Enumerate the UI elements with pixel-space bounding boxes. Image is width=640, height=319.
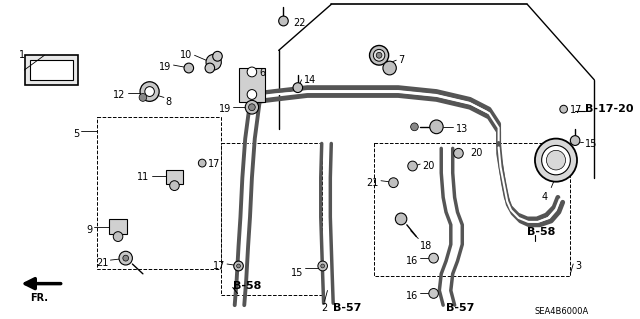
Text: 21: 21 — [367, 178, 379, 188]
Text: 4: 4 — [541, 192, 548, 203]
Circle shape — [198, 159, 206, 167]
Text: 13: 13 — [456, 124, 468, 134]
Bar — [374, 144, 570, 276]
Circle shape — [396, 213, 407, 225]
Text: 12: 12 — [113, 90, 125, 100]
Text: 7: 7 — [398, 55, 404, 65]
Text: 3: 3 — [575, 261, 581, 271]
Text: 15: 15 — [291, 268, 303, 278]
Text: 22: 22 — [293, 18, 305, 28]
Circle shape — [411, 123, 419, 131]
Circle shape — [376, 52, 382, 58]
Text: 10: 10 — [180, 50, 193, 60]
Circle shape — [278, 16, 288, 26]
Circle shape — [388, 178, 398, 188]
Text: 15: 15 — [585, 138, 597, 149]
Circle shape — [205, 63, 214, 73]
Circle shape — [408, 161, 417, 171]
Text: SEA4B6000A: SEA4B6000A — [535, 307, 589, 316]
Circle shape — [234, 261, 243, 271]
Circle shape — [245, 100, 259, 114]
Text: FR.: FR. — [30, 293, 48, 303]
Circle shape — [373, 49, 385, 61]
Text: 20: 20 — [422, 161, 435, 171]
Circle shape — [113, 232, 123, 241]
Text: B-58: B-58 — [233, 281, 261, 291]
Bar — [30, 60, 73, 80]
Circle shape — [570, 136, 580, 145]
Text: 17: 17 — [570, 105, 582, 115]
Circle shape — [560, 105, 568, 113]
Text: 21: 21 — [96, 258, 109, 268]
Circle shape — [247, 67, 257, 77]
Circle shape — [119, 251, 132, 265]
Circle shape — [429, 253, 438, 263]
Text: 16: 16 — [406, 292, 419, 301]
Circle shape — [140, 82, 159, 101]
Circle shape — [139, 93, 147, 101]
Circle shape — [369, 46, 388, 65]
Circle shape — [535, 138, 577, 182]
Circle shape — [454, 148, 463, 158]
Text: 8: 8 — [166, 97, 172, 108]
Bar — [221, 144, 322, 295]
Circle shape — [321, 264, 324, 268]
Text: 9: 9 — [86, 225, 92, 235]
Text: 19: 19 — [159, 62, 172, 72]
Text: 18: 18 — [420, 241, 433, 251]
Circle shape — [145, 87, 154, 96]
Text: 17: 17 — [208, 159, 220, 169]
Bar — [239, 68, 266, 102]
Bar — [26, 55, 78, 85]
Text: 16: 16 — [406, 256, 419, 266]
Text: 6: 6 — [260, 68, 266, 78]
Circle shape — [293, 83, 303, 93]
Text: 5: 5 — [73, 129, 79, 139]
Circle shape — [541, 145, 570, 175]
Text: 14: 14 — [303, 75, 316, 85]
Circle shape — [170, 181, 179, 190]
Circle shape — [429, 288, 438, 298]
Circle shape — [184, 63, 193, 73]
Text: 19: 19 — [219, 104, 231, 114]
Circle shape — [212, 51, 222, 61]
Circle shape — [206, 54, 221, 70]
Circle shape — [547, 150, 566, 170]
Text: 2: 2 — [321, 303, 328, 313]
Circle shape — [123, 255, 129, 261]
Bar — [109, 219, 127, 234]
Circle shape — [247, 90, 257, 100]
Text: 20: 20 — [470, 148, 483, 159]
Circle shape — [383, 61, 396, 75]
Bar — [97, 117, 221, 269]
Text: B-57: B-57 — [333, 303, 362, 313]
Circle shape — [430, 120, 443, 134]
Text: B-57: B-57 — [446, 303, 474, 313]
Circle shape — [318, 261, 328, 271]
Bar — [166, 170, 183, 184]
Circle shape — [237, 264, 241, 268]
Text: 1: 1 — [19, 50, 25, 60]
Text: 17: 17 — [212, 261, 225, 271]
Text: 11: 11 — [138, 172, 150, 182]
Text: B-58: B-58 — [527, 227, 556, 237]
Circle shape — [248, 104, 255, 111]
Text: B-17-20: B-17-20 — [585, 104, 633, 114]
